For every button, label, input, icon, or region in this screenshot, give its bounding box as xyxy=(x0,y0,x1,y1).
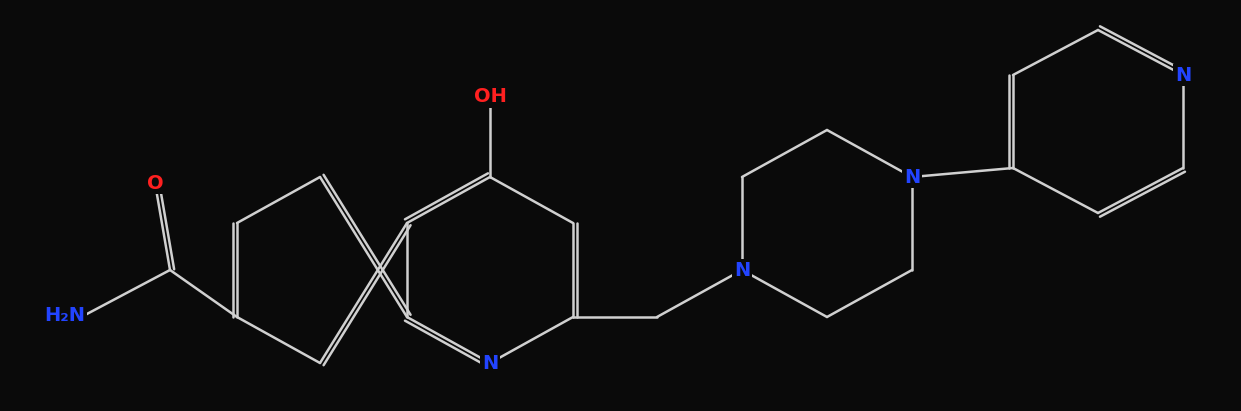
Text: N: N xyxy=(482,353,498,372)
Text: N: N xyxy=(733,261,750,279)
Text: OH: OH xyxy=(474,88,506,106)
Text: H₂N: H₂N xyxy=(43,305,84,325)
Text: O: O xyxy=(146,173,164,192)
Text: N: N xyxy=(903,168,920,187)
Text: N: N xyxy=(1175,65,1191,85)
